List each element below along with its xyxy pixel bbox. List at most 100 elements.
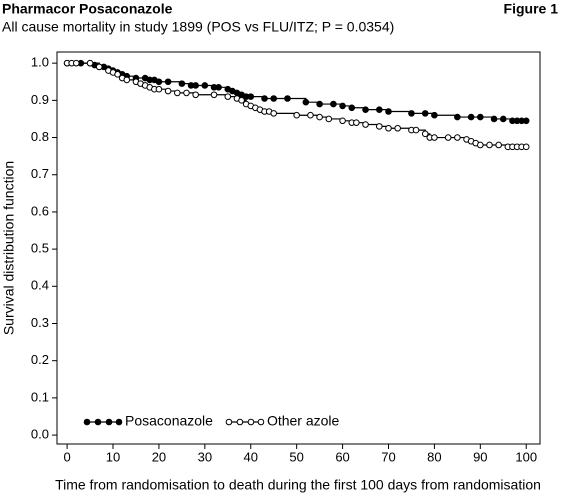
marker (155, 78, 163, 86)
marker (224, 93, 232, 100)
y-tick-label: 0.0 (31, 427, 49, 442)
legend-label: Other azole (267, 413, 340, 429)
marker (477, 113, 484, 121)
y-tick-label: 0.2 (31, 352, 49, 367)
legend-label: Posaconazole (125, 413, 213, 429)
marker (173, 89, 181, 97)
marker (499, 115, 507, 123)
marker (307, 111, 314, 119)
marker (178, 80, 186, 87)
marker (72, 59, 80, 67)
marker (348, 104, 356, 112)
marker (293, 111, 300, 119)
marker (394, 124, 401, 132)
header: Pharmacor Posaconazole (2, 1, 173, 17)
x-tick-label: 50 (289, 449, 303, 464)
marker (86, 59, 94, 67)
marker (316, 100, 323, 108)
y-axis-label: Survival distribution function (1, 161, 17, 335)
x-tick-label: 100 (515, 449, 537, 464)
marker (316, 113, 323, 121)
legend-marker (115, 418, 123, 426)
legend-marker (236, 418, 244, 426)
legend-marker (83, 418, 91, 426)
marker (123, 76, 131, 84)
marker (201, 82, 209, 89)
marker (431, 134, 438, 141)
marker (330, 100, 337, 108)
y-tick-label: 0.5 (31, 241, 49, 256)
marker (412, 126, 420, 134)
marker (210, 91, 218, 99)
x-axis-label: Time from randomisation to death during … (55, 477, 541, 493)
x-tick-label: 90 (473, 449, 487, 464)
marker (385, 124, 392, 132)
marker (490, 115, 498, 123)
marker (421, 130, 429, 138)
x-tick-label: 0 (63, 449, 70, 464)
marker (376, 106, 383, 113)
legend-marker (247, 418, 255, 426)
y-tick-label: 0.8 (31, 129, 49, 144)
legend-marker (94, 418, 102, 426)
marker (444, 134, 452, 141)
marker (339, 117, 346, 125)
y-tick-label: 0.4 (31, 278, 49, 293)
marker (495, 141, 502, 149)
x-tick-label: 70 (381, 449, 395, 464)
marker (270, 110, 278, 117)
marker (353, 119, 360, 126)
marker (155, 85, 163, 93)
marker (362, 121, 369, 128)
marker (362, 106, 369, 113)
marker (408, 110, 415, 117)
marker (284, 95, 291, 102)
y-tick-label: 0.7 (31, 166, 49, 181)
x-tick-label: 60 (335, 449, 349, 464)
y-tick-label: 0.1 (31, 389, 49, 404)
marker (270, 95, 278, 102)
x-tick-label: 20 (152, 449, 166, 464)
legend-marker (105, 418, 113, 426)
marker (376, 123, 383, 130)
marker (454, 113, 461, 121)
marker (302, 98, 310, 106)
marker (183, 89, 190, 97)
marker (95, 63, 103, 71)
marker (261, 95, 268, 102)
marker (522, 117, 530, 125)
chart-title: All cause mortality in study 1899 (POS v… (2, 19, 394, 35)
figure-label: Figure 1 (504, 1, 559, 17)
y-tick-label: 1.0 (31, 55, 49, 70)
marker (454, 134, 461, 141)
marker (467, 113, 475, 121)
legend-marker (257, 418, 265, 426)
marker (385, 108, 392, 115)
y-tick-label: 0.3 (31, 315, 49, 330)
x-tick-label: 30 (198, 449, 212, 464)
marker (164, 78, 172, 86)
marker (431, 111, 438, 119)
legend-marker (225, 418, 233, 426)
marker (421, 110, 429, 117)
y-tick-label: 0.9 (31, 92, 49, 107)
marker (522, 143, 530, 151)
x-tick-label: 40 (244, 449, 258, 464)
y-tick-label: 0.6 (31, 203, 49, 218)
marker (164, 87, 172, 95)
marker (192, 82, 199, 89)
marker (247, 93, 255, 100)
marker (477, 141, 484, 149)
marker (486, 141, 493, 149)
x-tick-label: 80 (427, 449, 441, 464)
plot-frame (56, 51, 541, 445)
marker (339, 102, 346, 110)
marker (114, 71, 121, 78)
marker (192, 91, 199, 99)
marker (325, 115, 333, 123)
x-tick-label: 10 (106, 449, 120, 464)
marker (238, 97, 245, 104)
marker (215, 84, 222, 91)
